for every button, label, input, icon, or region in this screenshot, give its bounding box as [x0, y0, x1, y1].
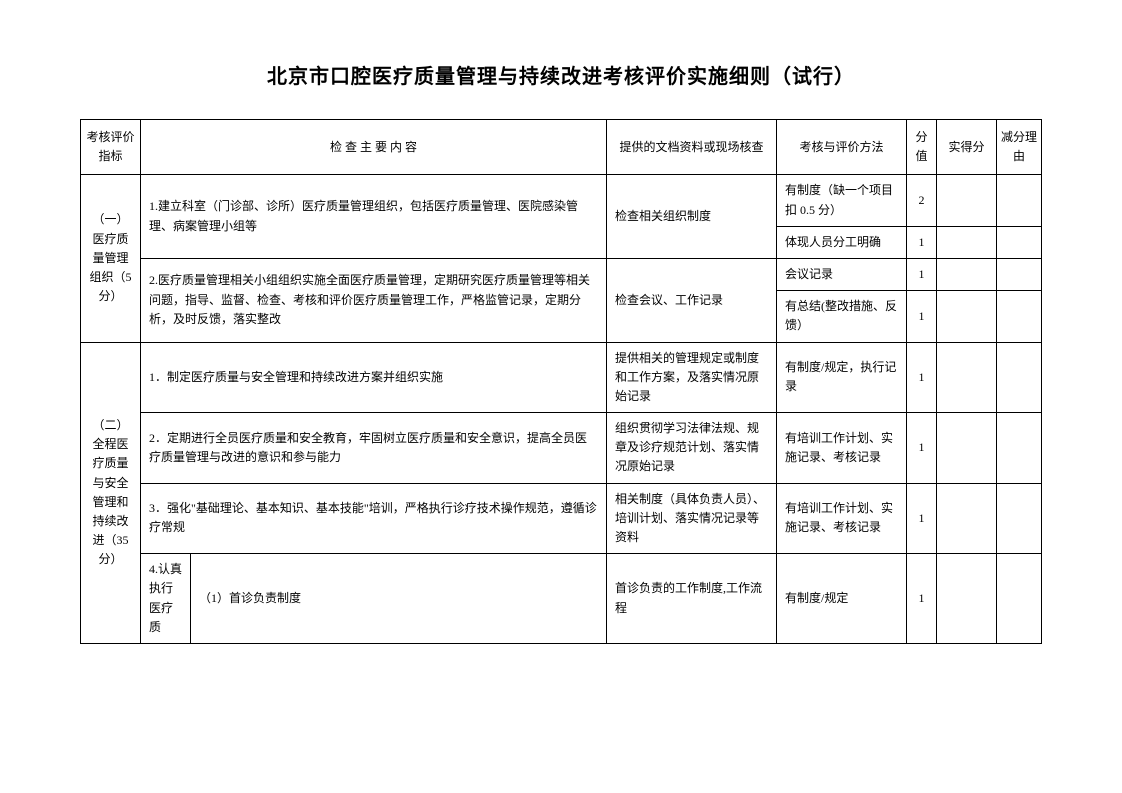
s1r1-actual2: [937, 226, 997, 258]
header-score: 分值: [907, 120, 937, 175]
s1r2-actual1: [937, 258, 997, 290]
table-row: 2.医疗质量管理相关小组组织实施全面医疗质量管理，定期研究医疗质量管理等相关问题…: [81, 258, 1042, 290]
s1r1-method1: 有制度（缺一个项目扣 0.5 分）: [777, 175, 907, 226]
s1r1-docs: 检查相关组织制度: [607, 175, 777, 259]
s1r1-deduct1: [997, 175, 1042, 226]
table-row: （二）全程医疗质量与安全管理和持续改进（35分） 1．制定医疗质量与安全管理和持…: [81, 342, 1042, 413]
s2r1-score: 1: [907, 342, 937, 413]
header-deduct: 减分理由: [997, 120, 1042, 175]
s2r1-deduct: [997, 342, 1042, 413]
s2r2-method: 有培训工作计划、实施记录、考核记录: [777, 413, 907, 484]
header-actual: 实得分: [937, 120, 997, 175]
table-row: （一）医疗质量管理组织（5分） 1.建立科室（门诊部、诊所）医疗质量管理组织，包…: [81, 175, 1042, 226]
s1r1-content: 1.建立科室（门诊部、诊所）医疗质量管理组织，包括医疗质量管理、医院感染管理、病…: [141, 175, 607, 259]
s2r1-actual: [937, 342, 997, 413]
s1r1-method2: 体现人员分工明确: [777, 226, 907, 258]
s1r1-actual1: [937, 175, 997, 226]
s2r4-method: 有制度/规定: [777, 554, 907, 644]
s2r1-method: 有制度/规定，执行记录: [777, 342, 907, 413]
table-row: 4.认真执行医疗质 （1）首诊负责制度 首诊负责的工作制度,工作流程 有制度/规…: [81, 554, 1042, 644]
s2r3-content: 3．强化"基础理论、基本知识、基本技能"培训，严格执行诊疗技术操作规范，遵循诊疗…: [141, 483, 607, 554]
s2r4-docs: 首诊负责的工作制度,工作流程: [607, 554, 777, 644]
s1r2-actual2: [937, 291, 997, 342]
header-docs: 提供的文档资料或现场核查: [607, 120, 777, 175]
header-method: 考核与评价方法: [777, 120, 907, 175]
s1r1-deduct2: [997, 226, 1042, 258]
s1r2-content: 2.医疗质量管理相关小组组织实施全面医疗质量管理，定期研究医疗质量管理等相关问题…: [141, 258, 607, 342]
s2r2-actual: [937, 413, 997, 484]
s2r3-method: 有培训工作计划、实施记录、考核记录: [777, 483, 907, 554]
s1r1-score2: 1: [907, 226, 937, 258]
evaluation-table: 考核评价指标 检 查 主 要 内 容 提供的文档资料或现场核查 考核与评价方法 …: [80, 119, 1042, 644]
s1r1-score1: 2: [907, 175, 937, 226]
table-row: 2．定期进行全员医疗质量和安全教育，牢固树立医疗质量和安全意识，提高全员医疗质量…: [81, 413, 1042, 484]
s2r4-actual: [937, 554, 997, 644]
s2r3-deduct: [997, 483, 1042, 554]
s2r1-content: 1．制定医疗质量与安全管理和持续改进方案并组织实施: [141, 342, 607, 413]
s2r3-actual: [937, 483, 997, 554]
s2r3-docs: 相关制度（具体负责人员）、培训计划、落实情况记录等资料: [607, 483, 777, 554]
header-indicator: 考核评价指标: [81, 120, 141, 175]
s1r2-method2: 有总结(整改措施、反馈）: [777, 291, 907, 342]
s2r1-docs: 提供相关的管理规定或制度和工作方案，及落实情况原始记录: [607, 342, 777, 413]
s2r2-content: 2．定期进行全员医疗质量和安全教育，牢固树立医疗质量和安全意识，提高全员医疗质量…: [141, 413, 607, 484]
document-title: 北京市口腔医疗质量管理与持续改进考核评价实施细则（试行）: [80, 60, 1042, 89]
s2r2-score: 1: [907, 413, 937, 484]
s1r2-deduct1: [997, 258, 1042, 290]
s2r4-content: （1）首诊负责制度: [191, 554, 607, 644]
s1r2-method1: 会议记录: [777, 258, 907, 290]
table-header-row: 考核评价指标 检 查 主 要 内 容 提供的文档资料或现场核查 考核与评价方法 …: [81, 120, 1042, 175]
s2r4-score: 1: [907, 554, 937, 644]
s2r4-deduct: [997, 554, 1042, 644]
header-content: 检 查 主 要 内 容: [141, 120, 607, 175]
section1-label: （一）医疗质量管理组织（5分）: [81, 175, 141, 342]
s1r2-docs: 检查会议、工作记录: [607, 258, 777, 342]
s2r2-docs: 组织贯彻学习法律法规、规章及诊疗规范计划、落实情况原始记录: [607, 413, 777, 484]
s1r2-score2: 1: [907, 291, 937, 342]
s2r4-label: 4.认真执行医疗质: [141, 554, 191, 644]
s1r2-score1: 1: [907, 258, 937, 290]
s1r2-deduct2: [997, 291, 1042, 342]
table-row: 3．强化"基础理论、基本知识、基本技能"培训，严格执行诊疗技术操作规范，遵循诊疗…: [81, 483, 1042, 554]
s2r3-score: 1: [907, 483, 937, 554]
s2r2-deduct: [997, 413, 1042, 484]
section2-label: （二）全程医疗质量与安全管理和持续改进（35分）: [81, 342, 141, 643]
